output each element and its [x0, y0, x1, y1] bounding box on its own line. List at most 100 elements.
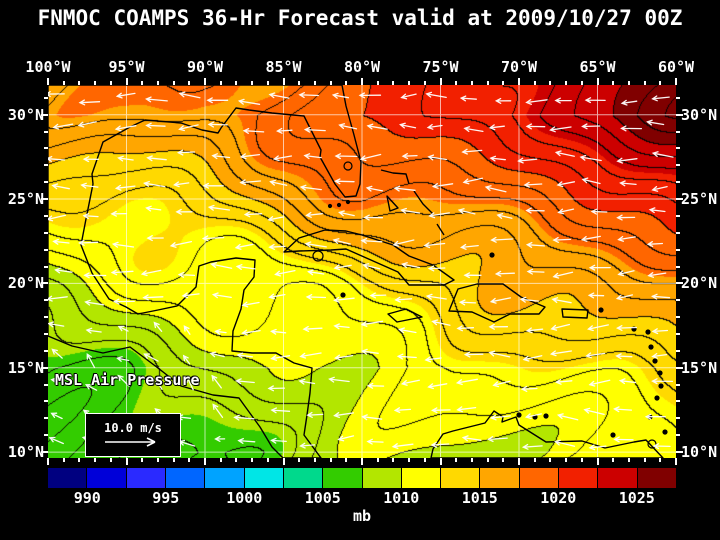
coastline: [48, 85, 362, 458]
tick-mark: [580, 81, 583, 85]
tick-mark: [44, 231, 48, 234]
tick-mark: [549, 458, 552, 462]
island: [312, 250, 324, 262]
tick-mark: [676, 282, 683, 285]
coastline: [561, 308, 589, 319]
island: [327, 203, 333, 209]
lon-tick-label: 70°W: [500, 58, 538, 76]
tick-mark: [676, 164, 680, 167]
tick-mark: [676, 181, 680, 184]
tick-mark: [251, 458, 254, 462]
tick-mark: [392, 458, 395, 462]
island: [652, 358, 658, 364]
lon-tick-label: 95°W: [108, 58, 145, 76]
tick-mark: [47, 458, 49, 465]
lon-tick-label: 75°W: [422, 58, 459, 76]
tick-mark: [596, 458, 599, 465]
lat-tick-label-left: 25°N: [7, 190, 44, 209]
tick-mark: [172, 81, 175, 85]
lat-tick-label-right: 30°N: [681, 105, 718, 124]
tick-mark: [676, 248, 680, 251]
tick-mark: [47, 78, 49, 85]
tick-mark: [676, 417, 680, 420]
coastline: [386, 195, 399, 212]
tick-mark: [408, 458, 411, 462]
island: [647, 439, 657, 449]
tick-mark: [235, 458, 238, 462]
tick-mark: [565, 458, 568, 462]
coastline: [283, 229, 455, 286]
tick-mark: [423, 458, 426, 462]
tick-mark: [44, 248, 48, 251]
coastline: [448, 283, 546, 323]
island: [658, 383, 664, 389]
tick-mark: [313, 81, 316, 85]
tick-mark: [502, 81, 505, 85]
tick-mark: [676, 451, 683, 454]
tick-mark: [376, 81, 379, 85]
colorbar-cell: [559, 468, 598, 488]
tick-mark: [94, 81, 97, 85]
colorbar: [48, 468, 676, 488]
lat-tick-label-left: 15°N: [7, 358, 44, 377]
tick-mark: [251, 81, 254, 85]
lat-tick-label-right: 20°N: [681, 274, 718, 293]
tick-mark: [676, 265, 680, 268]
tick-mark: [44, 164, 48, 167]
tick-mark: [44, 265, 48, 268]
tick-mark: [455, 81, 458, 85]
colorbar-cell: [283, 468, 323, 488]
tick-mark: [141, 458, 144, 462]
coastline: [430, 410, 664, 458]
colorbar-cell: [519, 468, 559, 488]
tick-mark: [44, 417, 48, 420]
tick-mark: [659, 458, 662, 462]
lat-tick-label-right: 10°N: [681, 443, 718, 462]
tick-mark: [676, 316, 680, 319]
colorbar-cell: [323, 468, 362, 488]
tick-mark: [676, 383, 680, 386]
tick-mark: [41, 198, 48, 201]
page-title: FNMOC COAMPS 36-Hr Forecast valid at 200…: [37, 6, 683, 30]
tick-mark: [44, 383, 48, 386]
field-label: MSL Air Pressure: [55, 371, 200, 389]
colorbar-tick-label: 1020: [540, 489, 577, 507]
tick-mark: [44, 214, 48, 217]
wind-reference-arrow-icon: [105, 437, 156, 447]
colorbar-tick-label: 1015: [461, 489, 498, 507]
colorbar-tick-label: 1010: [383, 489, 420, 507]
lat-tick-label-left: 20°N: [7, 274, 44, 293]
tick-mark: [455, 458, 458, 462]
tick-mark: [676, 113, 683, 116]
tick-mark: [298, 81, 301, 85]
wind-reference-box: 10.0 m/s: [85, 413, 181, 457]
colorbar-cell: [165, 468, 205, 488]
wind-arrows: [48, 91, 674, 451]
tick-mark: [188, 458, 191, 462]
tick-mark: [204, 458, 206, 465]
tick-mark: [565, 81, 568, 85]
tick-mark: [676, 366, 683, 369]
tick-mark: [676, 349, 680, 352]
pressure-map: [48, 85, 676, 458]
colorbar-tick-label: 1000: [226, 489, 263, 507]
colorbar-cell: [480, 468, 519, 488]
wind-reference-value: 10.0 m/s: [104, 421, 162, 435]
colorbar-tick-label: 995: [152, 489, 180, 507]
tick-mark: [172, 458, 175, 462]
colorbar-tick-label: 1005: [304, 489, 341, 507]
tick-mark: [313, 458, 316, 462]
tick-mark: [643, 458, 646, 462]
tick-mark: [676, 130, 680, 133]
tick-mark: [486, 81, 489, 85]
tick-mark: [643, 81, 646, 85]
tick-mark: [41, 366, 48, 369]
island: [543, 413, 549, 419]
colorbar-unit-label: mb: [352, 507, 372, 525]
tick-mark: [109, 81, 112, 85]
lat-tick-label-left: 30°N: [7, 105, 44, 124]
tick-mark: [345, 81, 348, 85]
colorbar-cell: [441, 468, 480, 488]
coastline: [436, 223, 445, 236]
